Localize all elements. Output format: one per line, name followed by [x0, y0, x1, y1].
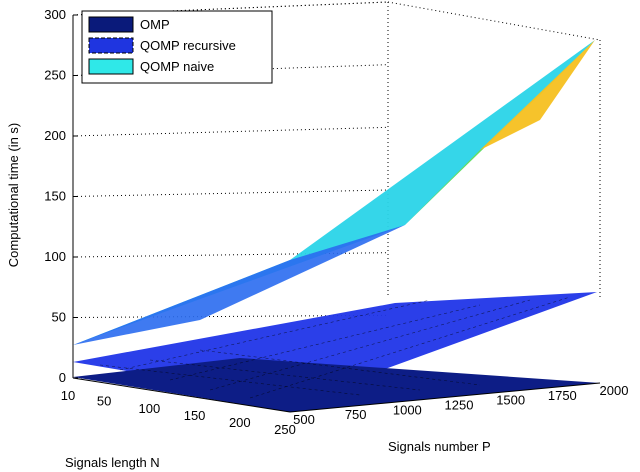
legend-label: QOMP naive — [140, 59, 214, 74]
n-tick-label: 200 — [229, 415, 251, 430]
z-grid-line — [72, 126, 389, 137]
legend: OMP QOMP recursive QOMP naive — [81, 10, 273, 84]
p-tick-label: 500 — [293, 412, 315, 427]
surfaces — [73, 40, 600, 412]
p-tick-label: 1750 — [548, 388, 577, 403]
p-tick-label: 1250 — [445, 398, 474, 413]
p-axis-title: Signals number P — [388, 439, 491, 454]
n-tick-label: 150 — [184, 408, 206, 423]
z-tick-label: 50 — [52, 310, 66, 325]
omp-surface — [73, 358, 600, 412]
legend-label: QOMP recursive — [140, 38, 236, 53]
z-tick-label: 300 — [44, 7, 66, 22]
z-grid-line — [72, 189, 389, 197]
z-axis-title: Computational time (in s) — [6, 123, 21, 268]
p-tick-labels: 500 750 1000 1250 1500 1750 2000 — [293, 383, 628, 427]
z-tick-labels: 0 50 100 150 200 250 300 — [44, 7, 78, 385]
p-tick-label: 2000 — [600, 383, 629, 398]
surface-mesh — [99, 296, 571, 399]
n-tick-label: 50 — [97, 394, 111, 409]
legend-swatch — [88, 37, 134, 54]
z-grid-line — [72, 252, 389, 258]
p-axis-line — [289, 382, 601, 413]
p-tick-label: 1500 — [496, 393, 525, 408]
z-grid-line — [72, 314, 389, 318]
z-tick-label: 150 — [44, 189, 66, 204]
n-tick-label: 250 — [274, 422, 296, 437]
top-back-edge-right — [387, 1, 601, 41]
z-tick-label: 200 — [44, 128, 66, 143]
n-axis-title: Signals length N — [65, 455, 160, 470]
legend-label: OMP — [140, 17, 170, 32]
p-tick-label: 1000 — [393, 402, 422, 417]
n-tick-label: 10 — [61, 388, 75, 403]
n-tick-label: 100 — [139, 401, 161, 416]
z-tick-label: 250 — [44, 68, 66, 83]
legend-swatch — [88, 58, 134, 75]
z-tick-label: 0 — [59, 370, 66, 385]
p-tick-label: 750 — [345, 407, 367, 422]
qomp-naive-surface-far — [480, 40, 595, 150]
n-axis-line — [72, 377, 291, 413]
qomp-naive-surface-front — [73, 225, 405, 345]
n-tick-labels: 10 50 100 150 200 250 — [61, 388, 296, 437]
z-tick-label: 100 — [44, 249, 66, 264]
legend-swatch — [88, 16, 134, 33]
